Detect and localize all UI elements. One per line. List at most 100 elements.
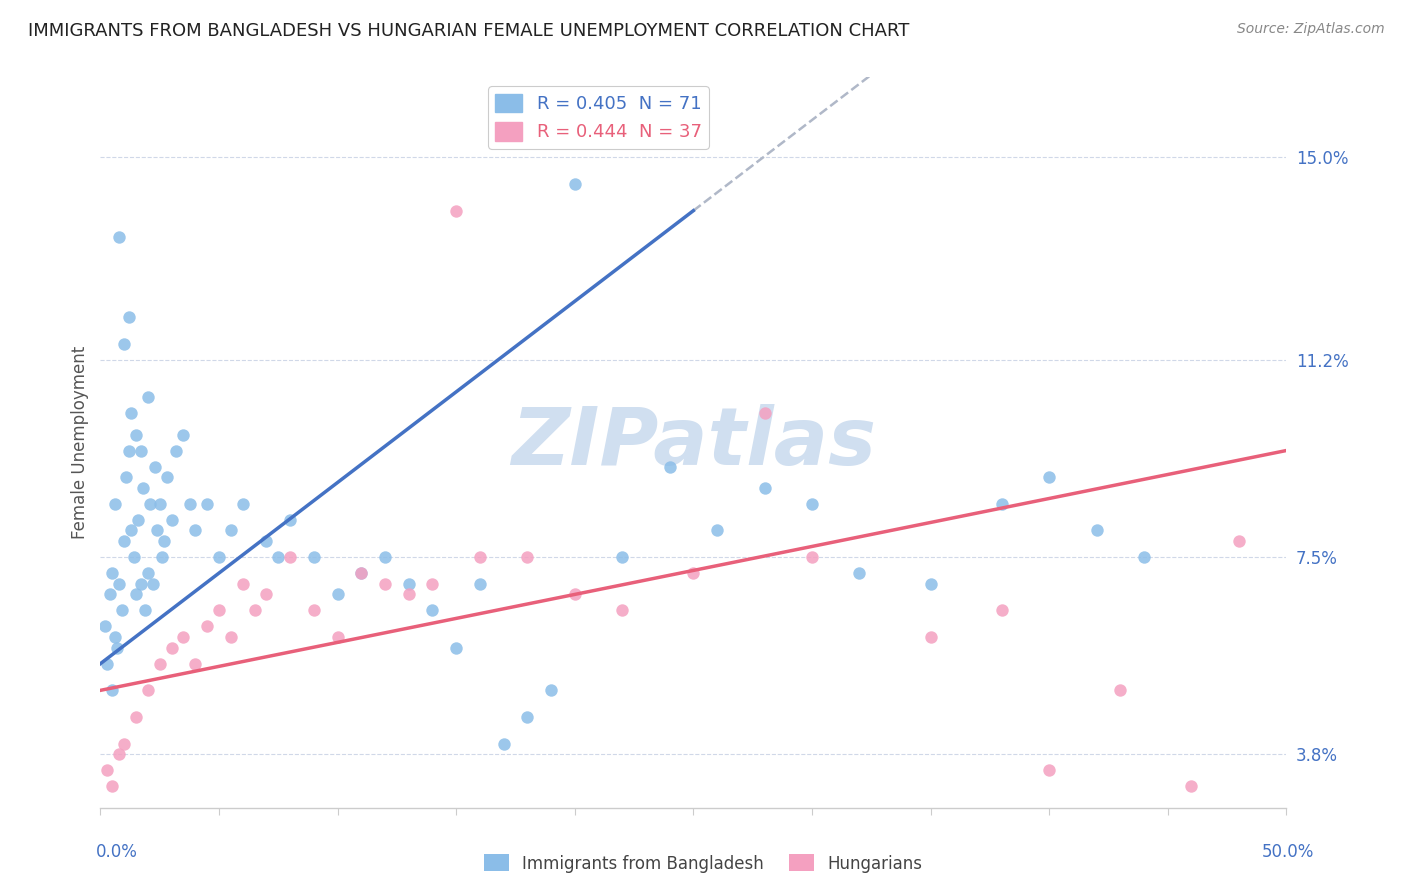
Point (125, 710, 148, 724)
Point (149, 497, 172, 511)
Point (302, 550, 325, 565)
Point (160, 513, 183, 527)
Point (516, 710, 538, 724)
Point (111, 603, 134, 617)
Point (1227, 534, 1250, 549)
Point (682, 566, 704, 580)
Point (160, 640, 183, 655)
Point (564, 177, 586, 191)
Point (540, 683, 562, 698)
Point (108, 747, 131, 762)
Point (101, 779, 124, 793)
Point (112, 337, 135, 351)
Point (165, 443, 187, 458)
Point (350, 566, 373, 580)
Point (422, 603, 444, 617)
Point (444, 640, 467, 655)
Point (150, 550, 173, 565)
Point (468, 576, 491, 591)
Point (398, 587, 420, 601)
Point (108, 576, 131, 591)
Legend: Immigrants from Bangladesh, Hungarians: Immigrants from Bangladesh, Hungarians (477, 847, 929, 880)
Point (1038, 470, 1060, 484)
Y-axis label: Female Unemployment: Female Unemployment (72, 346, 89, 539)
Point (136, 390, 159, 404)
Point (706, 524, 728, 538)
Point (800, 497, 823, 511)
Point (219, 630, 242, 644)
Point (398, 576, 420, 591)
Point (108, 230, 131, 244)
Point (118, 310, 141, 325)
Point (232, 576, 254, 591)
Point (800, 550, 823, 565)
Point (1109, 683, 1132, 698)
Point (172, 630, 194, 644)
Point (990, 603, 1012, 617)
Point (444, 203, 467, 218)
Point (422, 576, 444, 591)
Point (120, 524, 142, 538)
Point (172, 427, 194, 442)
Point (612, 603, 634, 617)
Point (132, 481, 155, 495)
Text: ZIPatlas: ZIPatlas (510, 403, 876, 482)
Point (143, 459, 166, 474)
Point (184, 524, 207, 538)
Point (658, 459, 681, 474)
Point (125, 587, 148, 601)
Point (1133, 550, 1156, 565)
Point (94, 619, 117, 633)
Point (129, 443, 152, 458)
Point (564, 587, 586, 601)
Point (115, 470, 138, 484)
Point (120, 406, 142, 420)
Point (105, 640, 128, 655)
Point (129, 576, 152, 591)
Point (141, 576, 163, 591)
Point (122, 550, 145, 565)
Point (254, 587, 277, 601)
Point (195, 497, 218, 511)
Point (326, 630, 349, 644)
Point (374, 576, 396, 591)
Point (254, 534, 277, 549)
Point (112, 534, 135, 549)
Legend: R = 0.405  N = 71, R = 0.444  N = 37: R = 0.405 N = 71, R = 0.444 N = 37 (488, 87, 709, 149)
Point (156, 470, 179, 484)
Point (146, 524, 169, 538)
Point (101, 566, 124, 580)
Point (127, 513, 149, 527)
Point (278, 550, 301, 565)
Text: 0.0%: 0.0% (96, 843, 138, 861)
Point (232, 497, 254, 511)
Point (136, 566, 159, 580)
Text: IMMIGRANTS FROM BANGLADESH VS HUNGARIAN FEMALE UNEMPLOYMENT CORRELATION CHART: IMMIGRANTS FROM BANGLADESH VS HUNGARIAN … (28, 22, 910, 40)
Point (103, 630, 125, 644)
Point (516, 550, 538, 565)
Point (326, 587, 349, 601)
Point (118, 443, 141, 458)
Point (134, 603, 156, 617)
Point (754, 406, 776, 420)
Point (149, 657, 172, 671)
Text: 50.0%: 50.0% (1263, 843, 1315, 861)
Point (990, 497, 1012, 511)
Text: Source: ZipAtlas.com: Source: ZipAtlas.com (1237, 22, 1385, 37)
Point (103, 497, 125, 511)
Point (754, 481, 776, 495)
Point (492, 737, 515, 751)
Point (612, 550, 634, 565)
Point (219, 524, 242, 538)
Point (848, 566, 870, 580)
Point (112, 737, 135, 751)
Point (1085, 524, 1108, 538)
Point (101, 683, 124, 698)
Point (468, 550, 491, 565)
Point (1038, 764, 1060, 778)
Point (139, 497, 162, 511)
Point (96, 764, 118, 778)
Point (920, 576, 942, 591)
Point (179, 497, 201, 511)
Point (153, 534, 176, 549)
